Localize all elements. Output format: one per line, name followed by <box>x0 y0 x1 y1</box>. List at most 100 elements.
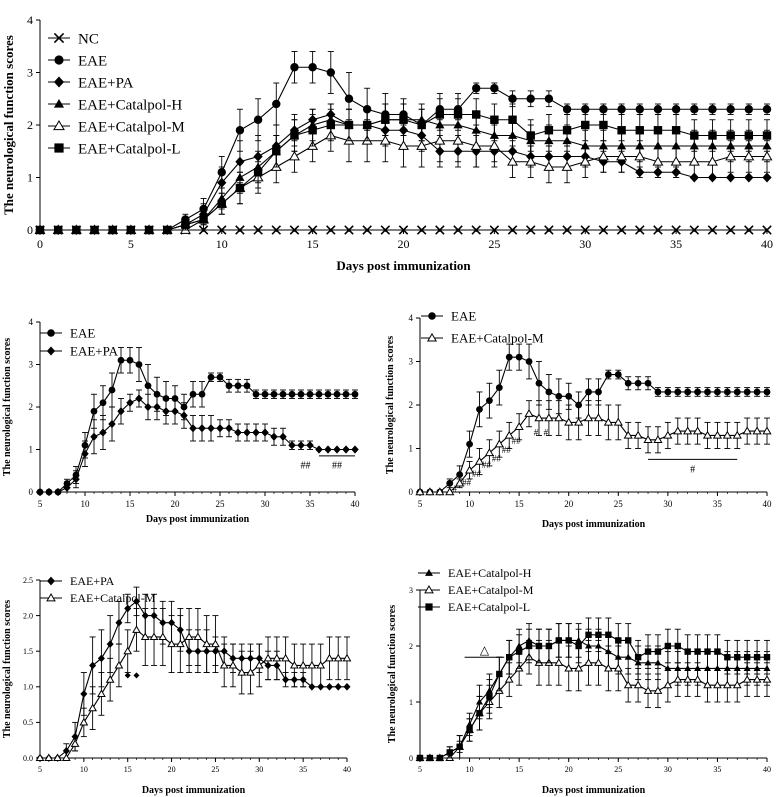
data-point <box>692 426 703 435</box>
data-point <box>525 642 533 650</box>
data-point <box>664 664 672 671</box>
data-point <box>163 225 172 235</box>
data-point <box>144 382 152 390</box>
x-axis-title: Days post immunization <box>336 258 471 273</box>
data-point <box>663 680 673 689</box>
data-point <box>504 430 514 439</box>
series-eae <box>36 347 359 496</box>
x-tick-label: 35 <box>299 765 307 774</box>
data-point <box>202 639 212 648</box>
data-point <box>217 199 226 208</box>
data-point <box>466 440 473 448</box>
data-point <box>306 390 314 398</box>
data-point <box>456 471 464 478</box>
data-point <box>722 680 732 689</box>
series-eae-catalpol-l <box>35 98 772 235</box>
data-point <box>99 399 107 407</box>
data-point <box>690 131 699 140</box>
data-point <box>216 225 227 235</box>
data-point <box>106 640 114 648</box>
x-tick-label: 20 <box>168 765 176 774</box>
data-point <box>234 428 242 437</box>
data-point <box>72 225 81 235</box>
data-point <box>634 654 642 661</box>
y-tick-label: 1.5 <box>23 647 33 656</box>
data-point <box>435 225 445 235</box>
data-point <box>342 653 352 662</box>
data-point <box>253 225 263 235</box>
data-point <box>664 388 672 396</box>
data-point <box>446 749 453 756</box>
data-point <box>117 407 125 416</box>
data-point <box>616 225 627 235</box>
data-point <box>714 388 721 396</box>
data-point <box>688 156 700 166</box>
legend-label: EAE+Catalpol-H <box>448 566 532 580</box>
data-point <box>398 140 409 150</box>
data-point <box>599 120 608 130</box>
x-tick-label: 5 <box>128 237 134 251</box>
data-point <box>344 94 354 103</box>
data-point <box>714 648 721 655</box>
data-point <box>574 663 584 672</box>
legend-marker <box>54 55 64 65</box>
data-point <box>713 680 722 689</box>
x-tick-label: 40 <box>351 499 361 509</box>
significance-marker: ◆ <box>125 671 132 680</box>
series-line <box>420 639 767 759</box>
data-point <box>225 424 233 433</box>
data-point <box>604 371 612 378</box>
data-point <box>673 426 683 435</box>
data-point <box>435 110 445 119</box>
data-point <box>593 413 604 422</box>
data-point <box>617 126 626 135</box>
data-point <box>535 642 543 650</box>
x-tick-label: 25 <box>488 237 500 251</box>
data-point <box>743 388 751 396</box>
data-point <box>725 150 737 161</box>
legend-label: EAE+PA <box>78 75 134 91</box>
data-point <box>297 441 305 450</box>
data-point <box>351 445 359 454</box>
x-tick-label: 20 <box>564 499 574 509</box>
data-point <box>70 739 80 747</box>
legend-label: EAE+Catalpol-M <box>448 583 534 597</box>
data-point <box>742 426 752 435</box>
data-point <box>126 356 134 364</box>
data-point <box>562 126 572 135</box>
data-point <box>399 115 408 124</box>
data-point <box>525 156 537 166</box>
data-point <box>279 432 287 441</box>
data-point <box>117 356 125 364</box>
data-point <box>702 430 713 439</box>
data-point <box>562 225 572 235</box>
x-tick-label: 35 <box>713 499 723 509</box>
data-point <box>723 388 731 396</box>
data-point <box>555 637 562 644</box>
data-point <box>246 668 255 676</box>
data-point <box>579 156 591 166</box>
data-point <box>351 390 359 398</box>
data-point <box>253 115 263 124</box>
data-point <box>486 397 493 405</box>
series-eae-catalpol-m <box>35 608 352 762</box>
data-point <box>80 690 88 698</box>
data-point <box>635 126 644 135</box>
data-point <box>690 105 699 114</box>
significance-marker: ## <box>502 445 512 455</box>
data-point <box>333 653 343 662</box>
data-point <box>290 63 299 72</box>
y-axis-title: The neurological function scores <box>385 336 396 474</box>
data-point <box>564 417 574 426</box>
x-axis-title: Days post immunization <box>542 519 646 530</box>
data-point <box>153 402 161 412</box>
legend-marker <box>46 346 56 356</box>
data-point <box>496 670 503 678</box>
data-point <box>61 753 71 762</box>
data-point <box>653 126 663 135</box>
data-point <box>565 637 572 644</box>
data-point <box>216 424 224 433</box>
data-point <box>207 424 215 433</box>
